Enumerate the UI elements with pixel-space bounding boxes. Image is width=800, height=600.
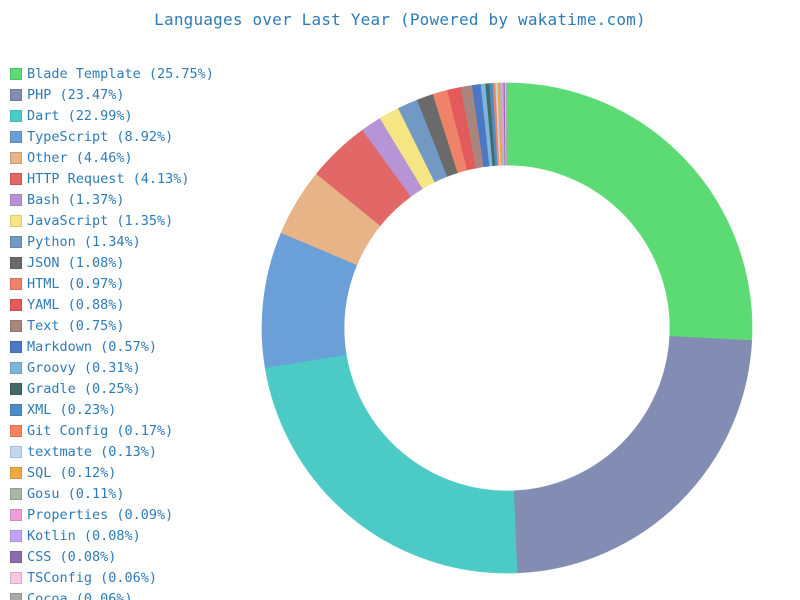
legend-label: Python (1.34%) <box>27 233 141 250</box>
legend-swatch <box>10 298 22 311</box>
legend-swatch <box>10 277 22 290</box>
legend-swatch <box>10 445 22 458</box>
chart-legend: Blade Template (25.75%) PHP (23.47%) Dart … <box>10 63 214 600</box>
legend-swatch <box>10 130 22 143</box>
legend-swatch <box>10 361 22 374</box>
legend-swatch <box>10 466 22 479</box>
legend-item[interactable]: Python (1.34%) <box>10 231 214 252</box>
donut-slice[interactable]: Cocoa (0.06%) <box>505 82 508 166</box>
legend-label: Gosu (0.11%) <box>27 485 125 502</box>
legend-item[interactable]: Gosu (0.11%) <box>10 483 214 504</box>
legend-item[interactable]: Groovy (0.31%) <box>10 357 214 378</box>
legend-label: Dart (22.99%) <box>27 107 133 124</box>
legend-item[interactable]: PHP (23.47%) <box>10 84 214 105</box>
legend-swatch <box>10 193 22 206</box>
legend-item[interactable]: TSConfig (0.06%) <box>10 567 214 588</box>
legend-label: Git Config (0.17%) <box>27 422 174 439</box>
legend-item[interactable]: TypeScript (8.92%) <box>10 126 214 147</box>
legend-label: Bash (1.37%) <box>27 191 125 208</box>
legend-item[interactable]: Text (0.75%) <box>10 315 214 336</box>
legend-item[interactable]: Bash (1.37%) <box>10 189 214 210</box>
legend-label: Gradle (0.25%) <box>27 380 141 397</box>
legend-label: XML (0.23%) <box>27 401 117 418</box>
legend-item[interactable]: Gradle (0.25%) <box>10 378 214 399</box>
legend-item[interactable]: Markdown (0.57%) <box>10 336 214 357</box>
chart-title: Languages over Last Year (Powered by wak… <box>154 10 646 29</box>
legend-label: Properties (0.09%) <box>27 506 174 523</box>
donut-slice[interactable]: Blade Template (25.75%) <box>506 82 753 342</box>
donut-slice[interactable]: Dart (22.99%) <box>264 353 518 574</box>
legend-swatch <box>10 424 22 437</box>
legend-item[interactable]: textmate (0.13%) <box>10 441 214 462</box>
legend-item[interactable]: HTML (0.97%) <box>10 273 214 294</box>
legend-item[interactable]: Properties (0.09%) <box>10 504 214 525</box>
legend-label: textmate (0.13%) <box>27 443 158 460</box>
legend-swatch <box>10 88 22 101</box>
legend-swatch <box>10 151 22 164</box>
legend-label: Groovy (0.31%) <box>27 359 141 376</box>
legend-label: PHP (23.47%) <box>27 86 125 103</box>
donut-slice[interactable]: PHP (23.47%) <box>513 335 753 574</box>
legend-label: YAML (0.88%) <box>27 296 125 313</box>
legend-label: Text (0.75%) <box>27 317 125 334</box>
legend-swatch <box>10 487 22 500</box>
legend-swatch <box>10 109 22 122</box>
legend-label: JSON (1.08%) <box>27 254 125 271</box>
legend-item[interactable]: XML (0.23%) <box>10 399 214 420</box>
legend-item[interactable]: Cocoa (0.06%) <box>10 588 214 600</box>
legend-item[interactable]: JSON (1.08%) <box>10 252 214 273</box>
legend-swatch <box>10 550 22 563</box>
legend-label: Other (4.46%) <box>27 149 133 166</box>
legend-label: Kotlin (0.08%) <box>27 527 141 544</box>
legend-label: SQL (0.12%) <box>27 464 117 481</box>
legend-label: HTML (0.97%) <box>27 275 125 292</box>
legend-item[interactable]: Other (4.46%) <box>10 147 214 168</box>
legend-item[interactable]: CSS (0.08%) <box>10 546 214 567</box>
legend-label: TSConfig (0.06%) <box>27 569 158 586</box>
legend-item[interactable]: JavaScript (1.35%) <box>10 210 214 231</box>
legend-item[interactable]: Kotlin (0.08%) <box>10 525 214 546</box>
legend-swatch <box>10 340 22 353</box>
legend-item[interactable]: YAML (0.88%) <box>10 294 214 315</box>
legend-label: TypeScript (8.92%) <box>27 128 174 145</box>
legend-label: Markdown (0.57%) <box>27 338 158 355</box>
legend-swatch <box>10 214 22 227</box>
legend-swatch <box>10 235 22 248</box>
legend-swatch <box>10 571 22 584</box>
legend-label: HTTP Request (4.13%) <box>27 170 190 187</box>
legend-swatch <box>10 67 22 80</box>
legend-item[interactable]: SQL (0.12%) <box>10 462 214 483</box>
legend-swatch <box>10 403 22 416</box>
legend-item[interactable]: Blade Template (25.75%) <box>10 63 214 84</box>
legend-swatch <box>10 382 22 395</box>
legend-swatch <box>10 319 22 332</box>
legend-swatch <box>10 256 22 269</box>
legend-label: Blade Template (25.75%) <box>27 65 214 82</box>
legend-label: CSS (0.08%) <box>27 548 117 565</box>
legend-swatch <box>10 172 22 185</box>
legend-label: JavaScript (1.35%) <box>27 212 174 229</box>
legend-swatch <box>10 529 22 542</box>
legend-item[interactable]: Git Config (0.17%) <box>10 420 214 441</box>
legend-item[interactable]: HTTP Request (4.13%) <box>10 168 214 189</box>
legend-swatch <box>10 592 22 600</box>
legend-swatch <box>10 508 22 521</box>
legend-item[interactable]: Dart (22.99%) <box>10 105 214 126</box>
legend-label: Cocoa (0.06%) <box>27 590 133 600</box>
